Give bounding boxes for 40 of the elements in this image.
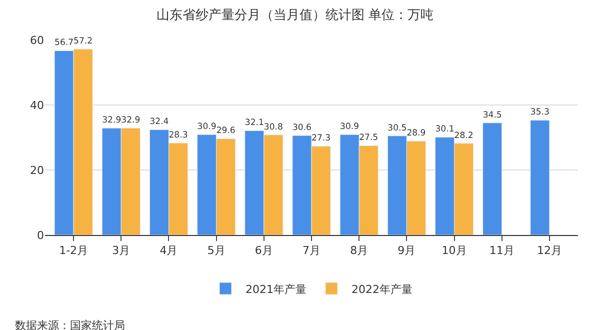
x-tick-label: 1-2月 bbox=[59, 244, 88, 258]
data-label: 30.6 bbox=[292, 122, 312, 133]
data-label: 28.9 bbox=[406, 128, 426, 139]
data-label: 28.2 bbox=[454, 130, 474, 141]
data-label: 35.3 bbox=[530, 108, 550, 118]
data-label: 32.9 bbox=[121, 116, 140, 126]
data-label: 30.8 bbox=[264, 122, 283, 132]
legend-label: 2022年产量 bbox=[352, 282, 412, 296]
y-tick-label: 0 bbox=[37, 228, 44, 242]
x-tick-label: 5月 bbox=[207, 244, 226, 258]
data-label: 29.6 bbox=[216, 126, 236, 136]
data-label: 32.4 bbox=[150, 117, 169, 128]
chart-title: 山东省纱产量分月（当月值）统计图 单位：万吨 bbox=[156, 8, 434, 23]
data-label: 56.7 bbox=[54, 38, 74, 48]
data-label: 30.9 bbox=[340, 122, 360, 132]
x-tick-label: 12月 bbox=[536, 244, 562, 258]
data-label: 32.9 bbox=[102, 116, 122, 126]
x-tick-label: 10月 bbox=[442, 244, 467, 258]
y-tick-label: 20 bbox=[30, 164, 44, 177]
bar bbox=[530, 120, 550, 235]
x-tick-label: 6月 bbox=[254, 244, 273, 258]
bar bbox=[482, 122, 502, 235]
data-label: 27.5 bbox=[359, 133, 378, 144]
data-label: 57.2 bbox=[74, 36, 93, 47]
data-label: 27.3 bbox=[312, 134, 331, 144]
legend-label: 2021年产量 bbox=[246, 282, 306, 296]
x-tick-label: 9月 bbox=[398, 244, 416, 258]
data-label: 28.3 bbox=[168, 130, 188, 140]
data-label: 30.9 bbox=[197, 122, 216, 132]
x-tick-label: 4月 bbox=[160, 244, 178, 258]
data-label: 32.1 bbox=[244, 118, 264, 128]
x-tick-label: 7月 bbox=[302, 244, 320, 258]
x-tick-label: 11月 bbox=[489, 244, 514, 258]
data-label: 30.1 bbox=[435, 124, 454, 135]
y-tick-label: 40 bbox=[30, 98, 44, 112]
data-label: 30.5 bbox=[388, 123, 407, 134]
x-tick-label: 3月 bbox=[112, 244, 130, 258]
data-label: 34.5 bbox=[482, 110, 502, 120]
y-tick-label: 60 bbox=[30, 34, 44, 47]
x-tick-label: 8月 bbox=[350, 244, 368, 258]
